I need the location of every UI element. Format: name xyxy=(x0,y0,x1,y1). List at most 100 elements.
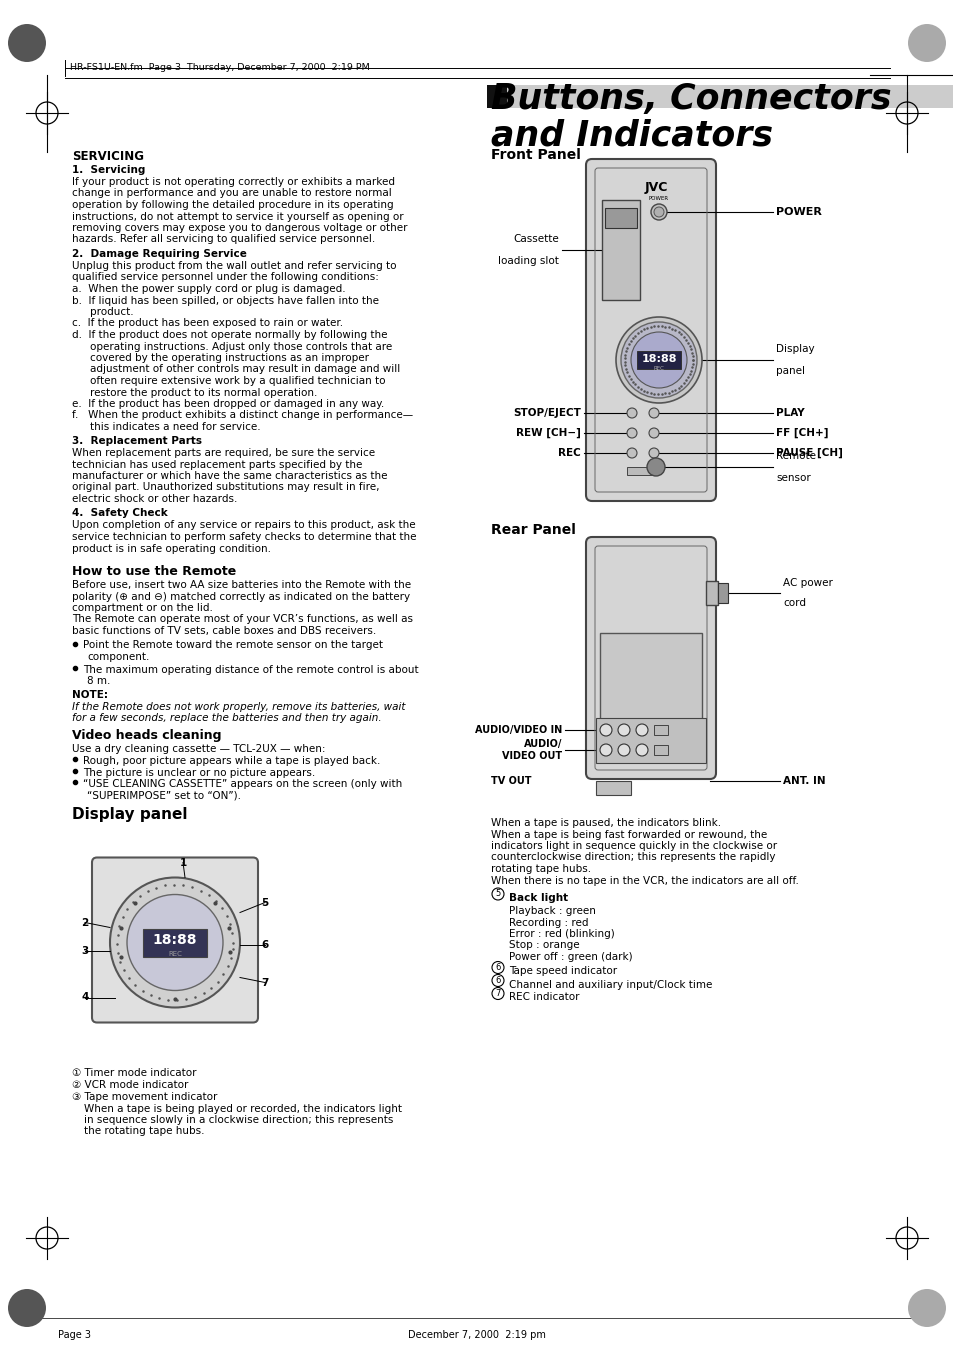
Text: 6: 6 xyxy=(495,975,500,985)
FancyBboxPatch shape xyxy=(585,159,716,501)
Text: cord: cord xyxy=(782,598,805,608)
Circle shape xyxy=(110,878,240,1008)
Circle shape xyxy=(648,449,659,458)
Text: change in performance and you are unable to restore normal: change in performance and you are unable… xyxy=(71,189,392,199)
Text: POWER: POWER xyxy=(775,207,821,218)
Circle shape xyxy=(654,207,663,218)
Circle shape xyxy=(907,1289,945,1327)
Text: When there is no tape in the VCR, the indicators are all off.: When there is no tape in the VCR, the in… xyxy=(491,875,798,885)
Text: Use a dry cleaning cassette — TCL-2UX — when:: Use a dry cleaning cassette — TCL-2UX — … xyxy=(71,744,325,754)
Text: operation by following the detailed procedure in its operating: operation by following the detailed proc… xyxy=(71,200,394,209)
Text: PAUSE [CH]: PAUSE [CH] xyxy=(775,449,842,458)
Text: FF [CH+]: FF [CH+] xyxy=(775,428,827,438)
Text: AUDIO/VIDEO IN: AUDIO/VIDEO IN xyxy=(475,725,561,735)
Circle shape xyxy=(492,962,503,974)
Text: REC: REC xyxy=(653,366,663,370)
Text: Page 3: Page 3 xyxy=(58,1329,91,1340)
Text: HR-FS1U-EN.fm  Page 3  Thursday, December 7, 2000  2:19 PM: HR-FS1U-EN.fm Page 3 Thursday, December … xyxy=(70,63,370,72)
Circle shape xyxy=(630,332,686,388)
FancyBboxPatch shape xyxy=(585,536,716,780)
Text: AUDIO/
VIDEO OUT: AUDIO/ VIDEO OUT xyxy=(501,739,561,761)
Circle shape xyxy=(599,724,612,736)
Circle shape xyxy=(599,744,612,757)
Text: 7: 7 xyxy=(261,978,269,988)
Text: restore the product to its normal operation.: restore the product to its normal operat… xyxy=(90,388,317,397)
Text: If the Remote does not work properly, remove its batteries, wait: If the Remote does not work properly, re… xyxy=(71,701,405,712)
Text: 6: 6 xyxy=(261,939,269,950)
Text: AC power: AC power xyxy=(782,578,832,588)
Text: manufacturer or which have the same characteristics as the: manufacturer or which have the same char… xyxy=(71,471,387,481)
Text: When a tape is being played or recorded, the indicators light: When a tape is being played or recorded,… xyxy=(84,1104,401,1113)
Text: 6: 6 xyxy=(495,963,500,971)
Circle shape xyxy=(646,458,664,476)
Text: often require extensive work by a qualified technician to: often require extensive work by a qualif… xyxy=(90,376,385,386)
Circle shape xyxy=(648,428,659,438)
Text: component.: component. xyxy=(87,653,150,662)
Text: and Indicators: and Indicators xyxy=(491,118,772,153)
Bar xyxy=(718,584,727,603)
Text: Video heads cleaning: Video heads cleaning xyxy=(71,730,221,742)
Text: The Remote can operate most of your VCR’s functions, as well as: The Remote can operate most of your VCR’… xyxy=(71,615,413,624)
Bar xyxy=(596,781,630,794)
Text: c.  If the product has been exposed to rain or water.: c. If the product has been exposed to ra… xyxy=(71,319,343,328)
Text: Power off : green (dark): Power off : green (dark) xyxy=(509,952,632,962)
Bar xyxy=(601,200,639,300)
Text: Front Panel: Front Panel xyxy=(491,149,580,162)
Text: Point the Remote toward the remote sensor on the target: Point the Remote toward the remote senso… xyxy=(83,640,382,650)
Circle shape xyxy=(8,24,46,62)
Text: service technician to perform safety checks to determine that the: service technician to perform safety che… xyxy=(71,532,416,542)
Bar xyxy=(486,85,506,108)
Text: covered by the operating instructions as an improper: covered by the operating instructions as… xyxy=(90,353,369,363)
Text: compartment or on the lid.: compartment or on the lid. xyxy=(71,603,213,613)
Text: TV OUT: TV OUT xyxy=(491,775,531,786)
Text: 3: 3 xyxy=(81,946,89,955)
Text: SERVICING: SERVICING xyxy=(71,150,144,163)
Text: Stop : orange: Stop : orange xyxy=(509,940,579,951)
Bar xyxy=(486,85,953,108)
Text: When replacement parts are required, be sure the service: When replacement parts are required, be … xyxy=(71,449,375,458)
Text: indicators light in sequence quickly in the clockwise or: indicators light in sequence quickly in … xyxy=(491,842,777,851)
Circle shape xyxy=(127,894,223,990)
Text: technician has used replacement parts specified by the: technician has used replacement parts sp… xyxy=(71,459,362,470)
Circle shape xyxy=(618,724,629,736)
Bar xyxy=(143,928,207,957)
Text: 8 m.: 8 m. xyxy=(87,677,111,686)
Circle shape xyxy=(626,449,637,458)
Text: Before use, insert two AA size batteries into the Remote with the: Before use, insert two AA size batteries… xyxy=(71,580,411,590)
Circle shape xyxy=(8,1289,46,1327)
Text: Unplug this product from the wall outlet and refer servicing to: Unplug this product from the wall outlet… xyxy=(71,261,396,272)
Circle shape xyxy=(618,744,629,757)
Text: The picture is unclear or no picture appears.: The picture is unclear or no picture app… xyxy=(83,767,314,777)
Text: REC indicator: REC indicator xyxy=(509,993,578,1002)
Text: f.   When the product exhibits a distinct change in performance—: f. When the product exhibits a distinct … xyxy=(71,411,413,420)
Text: 18:88: 18:88 xyxy=(640,354,676,363)
Text: When a tape is being fast forwarded or rewound, the: When a tape is being fast forwarded or r… xyxy=(491,830,766,839)
Text: instructions, do not attempt to service it yourself as opening or: instructions, do not attempt to service … xyxy=(71,212,403,222)
Text: 7: 7 xyxy=(495,989,500,998)
Text: the rotating tape hubs.: the rotating tape hubs. xyxy=(84,1127,204,1136)
Text: loading slot: loading slot xyxy=(497,255,558,266)
Circle shape xyxy=(620,322,697,399)
Text: December 7, 2000  2:19 pm: December 7, 2000 2:19 pm xyxy=(408,1329,545,1340)
Circle shape xyxy=(616,317,701,403)
Text: REC: REC xyxy=(558,449,580,458)
Text: REW [CH−]: REW [CH−] xyxy=(516,428,580,438)
Text: product is in safe operating condition.: product is in safe operating condition. xyxy=(71,543,271,554)
Text: Display: Display xyxy=(775,345,814,354)
Text: original part. Unauthorized substitutions may result in fire,: original part. Unauthorized substitution… xyxy=(71,482,379,493)
Text: this indicates a need for service.: this indicates a need for service. xyxy=(90,422,260,432)
Text: When a tape is paused, the indicators blink.: When a tape is paused, the indicators bl… xyxy=(491,817,720,828)
Text: PLAY: PLAY xyxy=(775,408,803,417)
Circle shape xyxy=(626,428,637,438)
Text: ① Timer mode indicator: ① Timer mode indicator xyxy=(71,1067,196,1078)
Text: 4: 4 xyxy=(81,993,89,1002)
FancyBboxPatch shape xyxy=(91,858,257,1023)
Text: “SUPERIMPOSE” set to “ON”).: “SUPERIMPOSE” set to “ON”). xyxy=(87,790,241,801)
Bar xyxy=(596,717,705,763)
Text: counterclockwise direction; this represents the rapidly: counterclockwise direction; this represe… xyxy=(491,852,775,862)
Text: Tape speed indicator: Tape speed indicator xyxy=(509,966,617,977)
Circle shape xyxy=(492,988,503,1000)
Circle shape xyxy=(636,724,647,736)
Text: rotating tape hubs.: rotating tape hubs. xyxy=(491,865,591,874)
Text: panel: panel xyxy=(775,366,804,376)
